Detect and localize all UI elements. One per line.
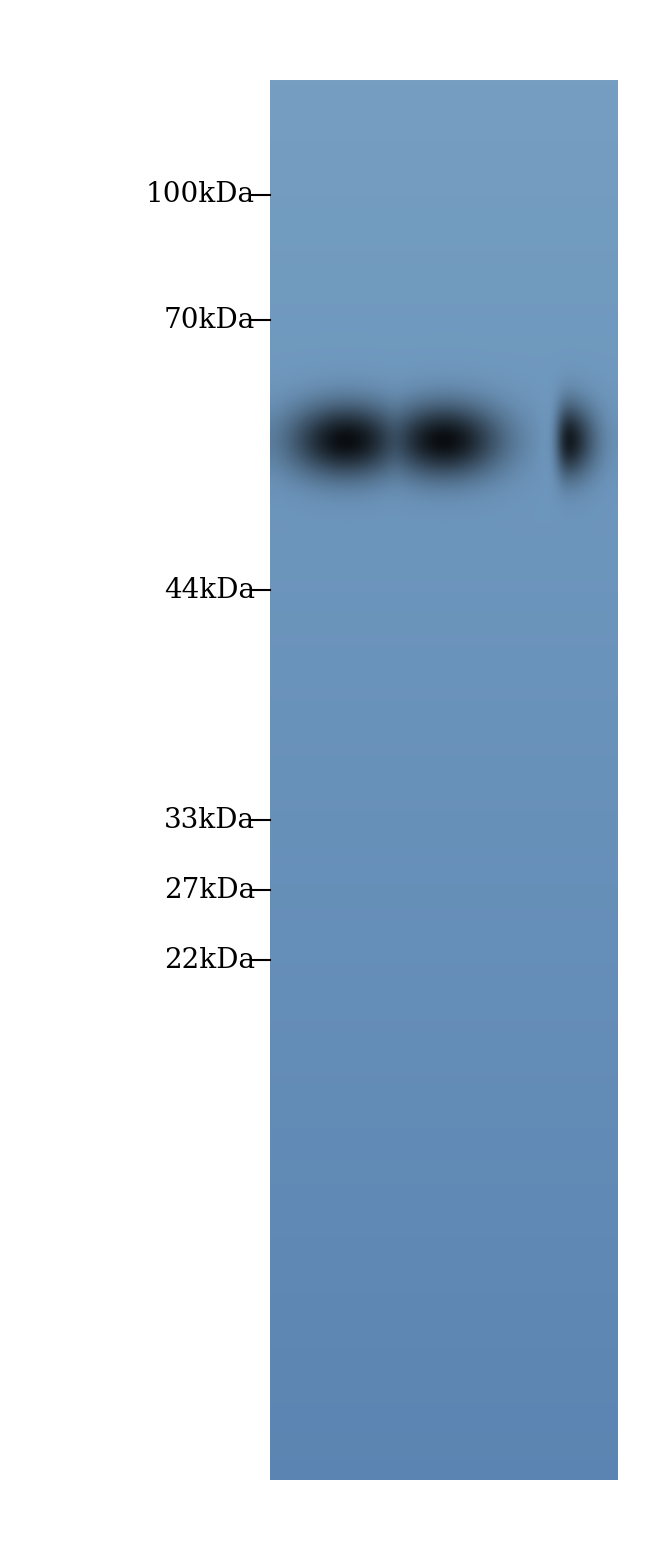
Text: 70kDa: 70kDa bbox=[164, 306, 255, 334]
Text: 100kDa: 100kDa bbox=[146, 181, 255, 209]
Text: 44kDa: 44kDa bbox=[164, 577, 255, 604]
Text: 33kDa: 33kDa bbox=[164, 807, 255, 833]
Text: 22kDa: 22kDa bbox=[164, 947, 255, 973]
Text: 27kDa: 27kDa bbox=[164, 877, 255, 903]
